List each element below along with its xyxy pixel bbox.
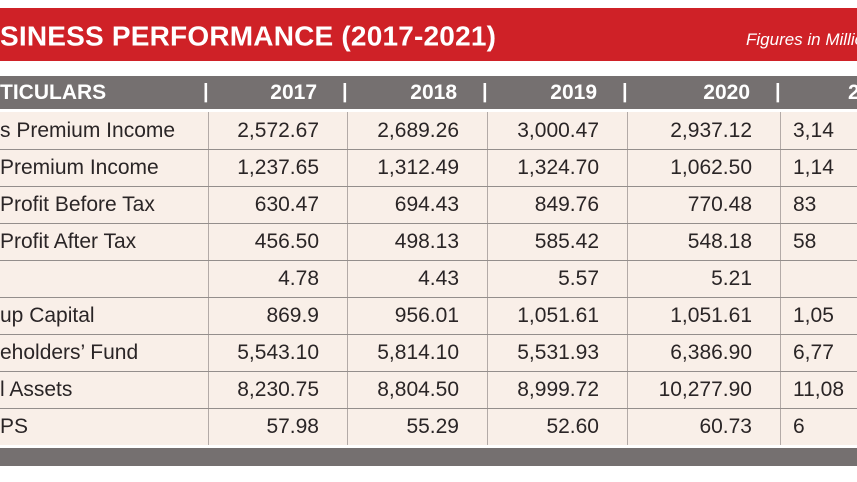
cell-2020: 60.73 bbox=[627, 409, 780, 445]
cell-2019: 5,531.93 bbox=[487, 335, 627, 371]
table-body: s Premium Income 2,572.67 2,689.26 3,000.47… bbox=[0, 112, 857, 445]
column-separator-icon: | bbox=[622, 80, 628, 103]
table-header-row: TICULARS | 2017 | 2018 | 2019 | 2020 | 2 bbox=[0, 76, 857, 109]
cell-2019: 3,000.47 bbox=[487, 112, 627, 149]
cell-2017: 8,230.75 bbox=[208, 372, 347, 408]
cell-2019: 585.42 bbox=[487, 224, 627, 260]
cell-2017: 4.78 bbox=[208, 261, 347, 297]
row-label: PS bbox=[0, 415, 29, 438]
year-label: 2018 bbox=[410, 80, 457, 104]
cell-2021: 3,14 bbox=[780, 112, 857, 149]
row-label: Profit After Tax bbox=[0, 230, 137, 253]
header-particulars-label: TICULARS bbox=[0, 80, 107, 104]
row-label: s Premium Income bbox=[0, 118, 176, 142]
column-separator-icon: | bbox=[482, 80, 488, 103]
column-separator-icon: | bbox=[342, 80, 348, 103]
cell-2020: 10,277.90 bbox=[627, 372, 780, 408]
cell-2019: 5.57 bbox=[487, 261, 627, 297]
cell-2017: 630.47 bbox=[208, 187, 347, 223]
cell-2018: 2,689.26 bbox=[347, 112, 487, 149]
row-label: eholders’ Fund bbox=[0, 341, 139, 364]
cell-2019: 8,999.72 bbox=[487, 372, 627, 408]
figures-unit-note: Figures in Millio bbox=[746, 30, 857, 49]
cell-2018: 5,814.10 bbox=[347, 335, 487, 371]
header-year-2020: | 2020 bbox=[622, 76, 780, 109]
cell-2021: 6 bbox=[780, 409, 857, 445]
cell-2020: 1,062.50 bbox=[627, 150, 780, 186]
row-label: Premium Income bbox=[0, 156, 159, 179]
cell-2017: 57.98 bbox=[208, 409, 347, 445]
cell-2019: 1,051.61 bbox=[487, 298, 627, 334]
cell-2017: 5,543.10 bbox=[208, 335, 347, 371]
cell-2021: 83 bbox=[780, 187, 857, 223]
cell-2017: 869.9 bbox=[208, 298, 347, 334]
cell-2018: 1,312.49 bbox=[347, 150, 487, 186]
cell-2020: 6,386.90 bbox=[627, 335, 780, 371]
table-row: up Capital 869.9 956.01 1,051.61 1,051.61 1,0… bbox=[0, 297, 857, 334]
cell-2017: 2,572.67 bbox=[208, 112, 347, 149]
cell-2021: 1,05 bbox=[780, 298, 857, 334]
header-particulars-cell: TICULARS bbox=[0, 76, 208, 109]
year-label: 2019 bbox=[550, 80, 597, 104]
cell-2021 bbox=[780, 261, 857, 297]
cell-2018: 55.29 bbox=[347, 409, 487, 445]
cell-2019: 1,324.70 bbox=[487, 150, 627, 186]
header-year-2017: | 2017 bbox=[203, 76, 347, 109]
column-separator-icon: | bbox=[203, 80, 209, 103]
row-label: l Assets bbox=[0, 378, 73, 401]
cell-2021: 1,14 bbox=[780, 150, 857, 186]
table-row: eholders’ Fund 5,543.10 5,814.10 5,531.93 6,… bbox=[0, 334, 857, 371]
table-row: s Premium Income 2,572.67 2,689.26 3,000.47… bbox=[0, 112, 857, 149]
cell-2019: 849.76 bbox=[487, 187, 627, 223]
table-row: Profit Before Tax 630.47 694.43 849.76 770.4… bbox=[0, 186, 857, 223]
row-label bbox=[0, 261, 208, 297]
table-row: l Assets 8,230.75 8,804.50 8,999.72 10,277.9… bbox=[0, 371, 857, 408]
table-row: Premium Income 1,237.65 1,312.49 1,324.70 1,… bbox=[0, 149, 857, 186]
header-year-2019: | 2019 bbox=[482, 76, 627, 109]
cell-2020: 1,051.61 bbox=[627, 298, 780, 334]
cell-2021: 58 bbox=[780, 224, 857, 260]
cell-2020: 5.21 bbox=[627, 261, 780, 297]
bottom-bar bbox=[0, 448, 857, 466]
cell-2019: 52.60 bbox=[487, 409, 627, 445]
table-row: 4.78 4.43 5.57 5.21 bbox=[0, 260, 857, 297]
cell-2017: 1,237.65 bbox=[208, 150, 347, 186]
cell-2020: 548.18 bbox=[627, 224, 780, 260]
row-label: Profit Before Tax bbox=[0, 193, 155, 216]
year-label: 2017 bbox=[270, 80, 317, 104]
cell-2018: 498.13 bbox=[347, 224, 487, 260]
cell-2018: 8,804.50 bbox=[347, 372, 487, 408]
cell-2021: 6,77 bbox=[780, 335, 857, 371]
page-title: SINESS PERFORMANCE (2017-2021) bbox=[0, 19, 497, 51]
cell-2018: 694.43 bbox=[347, 187, 487, 223]
row-label: up Capital bbox=[0, 304, 95, 327]
table-row: Profit After Tax 456.50 498.13 585.42 548.18… bbox=[0, 223, 857, 260]
column-separator-icon: | bbox=[775, 80, 781, 103]
title-banner: SINESS PERFORMANCE (2017-2021) Figures i… bbox=[0, 8, 857, 61]
cell-2018: 4.43 bbox=[347, 261, 487, 297]
cell-2021: 11,08 bbox=[780, 372, 857, 408]
cell-2020: 2,937.12 bbox=[627, 112, 780, 149]
year-label: 2 bbox=[848, 80, 857, 104]
cell-2020: 770.48 bbox=[627, 187, 780, 223]
cell-2018: 956.01 bbox=[347, 298, 487, 334]
header-year-2018: | 2018 bbox=[342, 76, 487, 109]
year-label: 2020 bbox=[703, 80, 750, 104]
cell-2017: 456.50 bbox=[208, 224, 347, 260]
table-row: PS 57.98 55.29 52.60 60.73 6 bbox=[0, 408, 857, 445]
header-year-2021: | 2 bbox=[775, 76, 857, 109]
